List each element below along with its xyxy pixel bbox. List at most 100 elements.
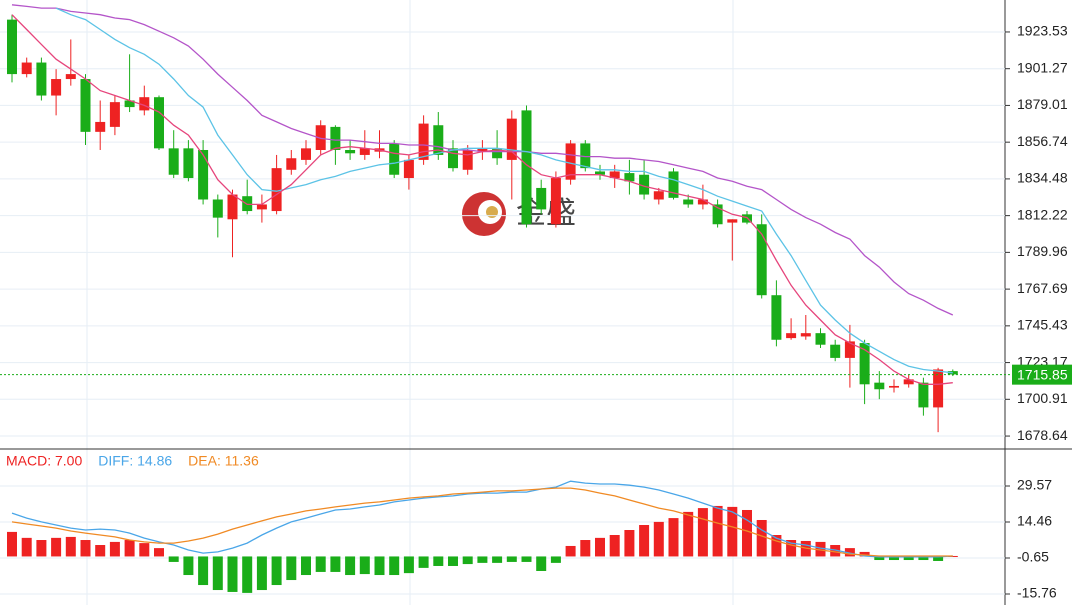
macd-bar <box>65 536 76 557</box>
y-tick-label: 1700.91 <box>1017 390 1068 406</box>
y-tick-label: 1901.27 <box>1017 59 1068 75</box>
macd-bar <box>609 535 620 557</box>
macd-bar <box>433 556 444 566</box>
legend-label: MACD: 7.00 <box>6 453 82 469</box>
candle-body <box>918 382 929 408</box>
candle-body <box>256 204 267 210</box>
macd-bar <box>859 551 870 557</box>
candle-body <box>418 123 429 160</box>
y-tick-label: 1678.64 <box>1017 427 1068 443</box>
candle-body <box>124 100 135 108</box>
candle-body <box>212 199 223 218</box>
macd-bar <box>345 556 356 576</box>
candle-body <box>51 79 62 96</box>
macd-bar <box>330 556 341 572</box>
macd-bar <box>933 556 944 561</box>
y-tick-label: 1745.43 <box>1017 317 1068 333</box>
macd-bar <box>727 506 738 557</box>
candle-body <box>653 191 664 200</box>
macd-bar <box>168 556 179 562</box>
candle-body <box>859 343 870 385</box>
y-tick-label: 1879.01 <box>1017 96 1068 112</box>
candle-body <box>933 369 944 408</box>
y-tick-label: 1812.22 <box>1017 206 1068 222</box>
y-tick-label: -15.76 <box>1017 585 1057 601</box>
moving-average-line <box>11 4 954 316</box>
candle-body <box>595 171 605 175</box>
macd-bar <box>403 556 414 574</box>
candle-body <box>462 149 473 170</box>
macd-bar <box>521 556 532 562</box>
candle-body <box>448 148 458 169</box>
macd-bar <box>286 556 297 581</box>
candle-body <box>492 148 503 159</box>
macd-bar <box>389 556 400 576</box>
macd-bar <box>580 540 591 557</box>
y-tick-label: 29.57 <box>1017 477 1052 493</box>
macd-bar <box>874 556 885 561</box>
macd-bar <box>506 556 517 562</box>
candle-body <box>330 126 341 150</box>
candle-body <box>7 19 17 75</box>
logo-dot <box>486 206 498 218</box>
candle-body <box>727 219 738 223</box>
macd-bar <box>374 556 385 576</box>
candle-body <box>389 143 400 175</box>
candle-body <box>506 118 517 160</box>
macd-line <box>11 487 953 557</box>
candle-body <box>345 149 356 154</box>
y-tick-label: 1834.48 <box>1017 170 1068 186</box>
y-tick-label: 1923.53 <box>1017 23 1068 39</box>
macd-bar <box>830 545 841 557</box>
candle-body <box>830 344 841 358</box>
macd-bar <box>742 509 752 557</box>
macd-bar <box>36 540 47 557</box>
candle-body <box>889 385 899 388</box>
macd-bar <box>109 541 120 557</box>
macd-bar <box>359 556 370 575</box>
candle-body <box>536 187 547 210</box>
macd-bar <box>889 556 899 561</box>
macd-bar <box>697 508 708 557</box>
candle-body <box>668 171 679 198</box>
candle-body <box>477 148 488 152</box>
candle-body <box>580 143 591 169</box>
candle-body <box>550 178 561 225</box>
macd-bar <box>227 556 238 592</box>
candle-body <box>800 333 811 337</box>
candle-body <box>95 121 106 132</box>
macd-bar <box>271 556 282 586</box>
macd-bar <box>7 531 17 557</box>
macd-bar <box>301 556 311 576</box>
macd-bar <box>639 525 650 557</box>
candle-body <box>139 97 150 111</box>
candle-body <box>315 125 326 150</box>
macd-bar <box>212 556 223 591</box>
candle-body <box>874 382 885 390</box>
candle-body <box>756 224 767 296</box>
candle-body <box>903 379 914 385</box>
candle-body <box>36 62 47 96</box>
macd-bar <box>624 530 635 557</box>
macd-bar <box>668 518 679 557</box>
moving-average-line <box>55 7 953 374</box>
candle-body <box>183 148 194 179</box>
last-price-label: 1715.85 <box>1017 366 1068 382</box>
macd-bar <box>80 540 91 557</box>
y-tick-label: 14.46 <box>1017 513 1052 529</box>
macd-bar <box>492 556 503 563</box>
macd-bar <box>477 556 488 563</box>
macd-bar <box>771 535 782 557</box>
candle-body <box>771 295 782 340</box>
candle-body <box>286 158 297 170</box>
macd-bar <box>315 556 326 572</box>
y-tick-label: 1856.74 <box>1017 133 1068 149</box>
macd-bar <box>815 541 826 557</box>
candle-body <box>271 168 282 212</box>
y-tick-label: 1767.69 <box>1017 280 1068 296</box>
macd-bar <box>95 545 106 557</box>
macd-bar <box>242 556 253 593</box>
candle-body <box>433 125 444 155</box>
candle-body <box>786 333 797 339</box>
